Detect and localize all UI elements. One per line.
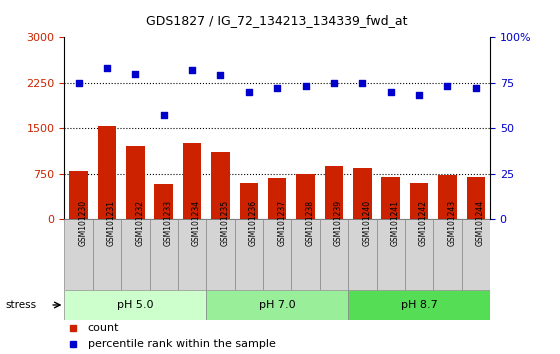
Point — [414, 92, 423, 98]
Point — [102, 65, 111, 71]
Bar — [206, 290, 348, 320]
Bar — [206, 219, 235, 290]
Bar — [325, 166, 343, 219]
Bar — [93, 219, 121, 290]
Point — [301, 84, 310, 89]
Bar — [235, 219, 263, 290]
Text: stress: stress — [6, 300, 37, 310]
Bar — [69, 171, 88, 219]
Text: percentile rank within the sample: percentile rank within the sample — [88, 339, 276, 349]
Text: GSM101234: GSM101234 — [192, 200, 201, 246]
Bar — [438, 175, 456, 219]
Text: GSM101239: GSM101239 — [334, 200, 343, 246]
Text: GSM101244: GSM101244 — [476, 200, 485, 246]
Text: GSM101232: GSM101232 — [136, 200, 144, 246]
Bar — [64, 219, 93, 290]
Text: GSM101242: GSM101242 — [419, 200, 428, 246]
Bar — [64, 290, 206, 320]
Text: GSM101236: GSM101236 — [249, 200, 258, 246]
Text: GSM101241: GSM101241 — [391, 200, 400, 246]
Text: pH 7.0: pH 7.0 — [259, 300, 296, 310]
Point — [131, 71, 140, 76]
Bar — [178, 219, 206, 290]
Bar — [240, 183, 258, 219]
Point — [386, 89, 395, 95]
Bar — [211, 152, 230, 219]
Text: GDS1827 / IG_72_134213_134339_fwd_at: GDS1827 / IG_72_134213_134339_fwd_at — [147, 14, 408, 27]
Text: GSM101230: GSM101230 — [78, 200, 87, 246]
Text: GSM101240: GSM101240 — [362, 200, 371, 246]
Text: pH 8.7: pH 8.7 — [401, 300, 437, 310]
Point — [216, 73, 225, 78]
Bar — [155, 184, 173, 219]
Bar — [150, 219, 178, 290]
Bar — [353, 167, 371, 219]
Bar — [348, 290, 490, 320]
Bar — [183, 143, 201, 219]
Text: GSM101237: GSM101237 — [277, 200, 286, 246]
Point — [74, 80, 83, 85]
Bar — [296, 173, 315, 219]
Text: GSM101235: GSM101235 — [221, 200, 230, 246]
Point — [472, 85, 480, 91]
Bar — [348, 219, 376, 290]
Bar — [405, 219, 433, 290]
Point — [329, 80, 338, 85]
Bar — [98, 126, 116, 219]
Bar — [466, 177, 485, 219]
Text: GSM101231: GSM101231 — [107, 200, 116, 246]
Bar — [263, 219, 291, 290]
Text: GSM101243: GSM101243 — [447, 200, 456, 246]
Text: GSM101238: GSM101238 — [306, 200, 315, 246]
Point — [273, 85, 282, 91]
Point — [358, 80, 367, 85]
Bar — [381, 177, 400, 219]
Bar — [410, 183, 428, 219]
Point — [188, 67, 197, 73]
Point — [159, 113, 168, 118]
Text: GSM101233: GSM101233 — [164, 200, 172, 246]
Bar — [461, 219, 490, 290]
Bar — [433, 219, 461, 290]
Bar — [376, 219, 405, 290]
Bar — [121, 219, 150, 290]
Text: pH 5.0: pH 5.0 — [117, 300, 153, 310]
Bar — [291, 219, 320, 290]
Point — [443, 84, 452, 89]
Bar — [268, 178, 286, 219]
Bar — [126, 146, 144, 219]
Bar — [320, 219, 348, 290]
Point — [244, 89, 253, 95]
Text: count: count — [88, 323, 119, 333]
